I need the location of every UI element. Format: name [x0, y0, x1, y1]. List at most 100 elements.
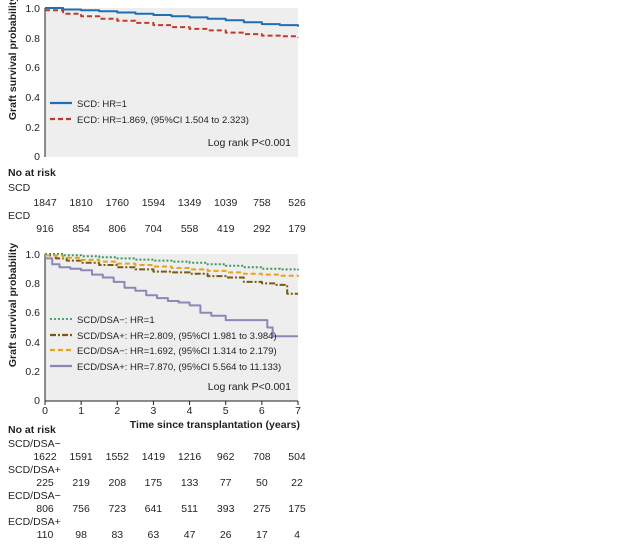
x-tick-label: 2	[114, 405, 120, 417]
at-risk-value: 526	[288, 197, 306, 209]
at-risk-value: 708	[253, 451, 271, 463]
at-risk-value: 419	[217, 223, 235, 235]
panel-b-y-tick-label: 1.0	[25, 249, 40, 261]
at-risk-value: 756	[72, 503, 90, 515]
at-risk-value: 1622	[33, 451, 57, 463]
panel-b-y-axis-label: Graft survival probability	[7, 243, 19, 367]
panel-b-x-ticks: 0 1 2 3 4 5 6 7	[42, 401, 301, 417]
at-risk-value: 1810	[69, 197, 93, 209]
at-risk-row: 916 854 806 704 558 419 292 179	[36, 223, 306, 235]
at-risk-group-label: ECD	[8, 210, 31, 222]
at-risk-value: 83	[111, 529, 123, 541]
panel-a-y-tick-label: 0.6	[25, 62, 40, 74]
series-line-2	[45, 254, 299, 277]
at-risk-value: 77	[220, 477, 232, 489]
legend-label-ecd: ECD: HR=1.869, (95%CI 1.504 to 2.323)	[77, 115, 249, 126]
at-risk-group-label: ECD/DSA+	[8, 516, 61, 528]
at-risk-value: 806	[36, 503, 54, 515]
panel-a-legend: SCD: HR=1 ECD: HR=1.869, (95%CI 1.504 to…	[50, 99, 249, 126]
at-risk-value: 208	[109, 477, 127, 489]
panel-b-x-axis-label: Time since transplantation (years)	[130, 419, 300, 431]
at-risk-value: 175	[145, 477, 163, 489]
at-risk-row: 110 98 83 63 47 26 17 4	[37, 529, 300, 541]
at-risk-value: 393	[217, 503, 235, 515]
at-risk-value: 962	[217, 451, 235, 463]
panel-b-plot-background	[45, 254, 298, 401]
at-risk-value: 98	[75, 529, 87, 541]
panel-a-y-tick-label: 0.2	[25, 122, 40, 134]
at-risk-value: 854	[72, 223, 90, 235]
at-risk-value: 1847	[33, 197, 57, 209]
panel-b-legend: SCD/DSA−: HR=1 SCD/DSA+: HR=2.809, (95%C…	[50, 315, 281, 373]
panel-a-at-risk-table: No at risk SCD ECD 1847 1810 1760 1594 1349 1…	[8, 167, 306, 235]
panel-a-y-tick-label: 0.4	[25, 92, 40, 104]
at-risk-value: 758	[253, 197, 271, 209]
at-risk-value: 806	[109, 223, 127, 235]
legend-label-scd-dsa-neg: SCD/DSA−: HR=1	[77, 315, 155, 326]
at-risk-value: 1594	[142, 197, 166, 209]
at-risk-value: 47	[184, 529, 196, 541]
legend-label-scd: SCD: HR=1	[77, 99, 127, 110]
at-risk-value: 219	[72, 477, 90, 489]
at-risk-row: 1622 1591 1552 1419 1216 962 708 504	[33, 451, 306, 463]
at-risk-value: 1216	[178, 451, 202, 463]
at-risk-value: 63	[148, 529, 160, 541]
panel-a-y-tick-label: 1.0	[25, 3, 40, 15]
at-risk-row: 1847 1810 1760 1594 1349 1039 758 526	[33, 197, 306, 209]
legend-label-ecd-dsa-pos: ECD/DSA+: HR=7.870, (95%CI 5.564 to 11.1…	[77, 362, 281, 373]
at-risk-value: 1419	[142, 451, 166, 463]
at-risk-value: 50	[256, 477, 268, 489]
x-tick-label: 3	[151, 405, 157, 417]
series-line-1	[45, 9, 299, 38]
at-risk-value: 1039	[214, 197, 238, 209]
at-risk-value: 4	[294, 529, 300, 541]
at-risk-group-label: SCD/DSA−	[8, 438, 61, 450]
at-risk-value: 1591	[69, 451, 93, 463]
x-tick-label: 5	[223, 405, 229, 417]
at-risk-value: 723	[109, 503, 127, 515]
at-risk-value: 26	[220, 529, 232, 541]
at-risk-value: 22	[291, 477, 303, 489]
series-line-1	[45, 254, 298, 295]
x-tick-label: 0	[42, 405, 48, 417]
panel-a-y-ticks: 0 0.2 0.4 0.6 0.8 1.0	[25, 3, 40, 163]
at-risk-value: 1552	[106, 451, 130, 463]
at-risk-value: 17	[256, 529, 268, 541]
panel-b-y-tick-label: 0.6	[25, 307, 40, 319]
at-risk-value: 1349	[178, 197, 202, 209]
at-risk-value: 504	[288, 451, 306, 463]
panel-b: Graft survival probability 0 0.2 0.4 0.6…	[7, 243, 306, 541]
series-line-0	[45, 253, 299, 271]
panel-a-logrank-annotation: Log rank P<0.001	[208, 137, 291, 149]
panel-a-at-risk-title: No at risk	[8, 167, 56, 179]
at-risk-value: 175	[288, 503, 306, 515]
panel-b-series-lines	[45, 253, 299, 338]
panel-b-y-tick-label: 0	[34, 395, 40, 407]
at-risk-value: 225	[36, 477, 54, 489]
at-risk-group-label: SCD/DSA+	[8, 464, 61, 476]
at-risk-row: 225 219 208 175 133 77 50 22	[36, 477, 303, 489]
at-risk-value: 133	[181, 477, 199, 489]
panel-b-y-ticks: 0 0.2 0.4 0.6 0.8 1.0	[25, 249, 40, 407]
at-risk-value: 179	[288, 223, 306, 235]
panel-a-series-lines	[45, 7, 299, 38]
at-risk-value: 511	[181, 503, 198, 515]
panel-a-y-tick-label: 0	[34, 151, 40, 163]
at-risk-value: 558	[181, 223, 199, 235]
panel-a-y-tick-label: 0.8	[25, 33, 40, 45]
panel-a-y-axis-label: Graft survival probability	[7, 0, 19, 120]
at-risk-row: 806 756 723 641 511 393 275 175	[36, 503, 306, 515]
at-risk-value: 704	[145, 223, 163, 235]
at-risk-group-label: SCD	[8, 182, 31, 194]
x-tick-label: 4	[187, 405, 193, 417]
legend-label-scd-dsa-pos: SCD/DSA+: HR=2.809, (95%CI 1.981 to 3.98…	[77, 331, 277, 342]
panel-b-y-tick-label: 0.8	[25, 278, 40, 290]
at-risk-value: 292	[253, 223, 271, 235]
panel-a: Graft survival probability 0 0.2 0.4 0.6…	[7, 0, 306, 235]
at-risk-group-label: ECD/DSA−	[8, 490, 61, 502]
at-risk-value: 275	[253, 503, 271, 515]
at-risk-value: 1760	[106, 197, 130, 209]
series-line-0	[45, 7, 299, 27]
at-risk-value: 916	[36, 223, 54, 235]
